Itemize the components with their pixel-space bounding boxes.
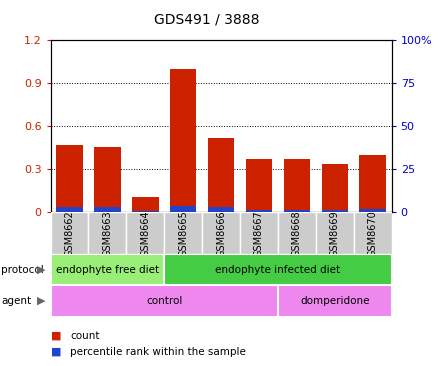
Bar (322, 164, 348, 212)
Bar (284, 158, 310, 212)
FancyBboxPatch shape (51, 212, 88, 254)
Text: count: count (70, 331, 100, 341)
Text: GSM8670: GSM8670 (368, 210, 378, 257)
FancyBboxPatch shape (202, 212, 240, 254)
Bar (94, 147, 121, 212)
Bar (322, 210, 348, 212)
Bar (132, 197, 158, 212)
FancyBboxPatch shape (51, 254, 164, 285)
Bar (208, 138, 235, 212)
Text: GSM8663: GSM8663 (103, 210, 113, 257)
Bar (132, 210, 158, 212)
Text: GSM8667: GSM8667 (254, 210, 264, 257)
FancyBboxPatch shape (278, 212, 316, 254)
Text: GDS491 / 3888: GDS491 / 3888 (154, 13, 260, 27)
Bar (246, 210, 272, 212)
Text: control: control (146, 296, 183, 306)
FancyBboxPatch shape (51, 285, 278, 317)
FancyBboxPatch shape (354, 212, 392, 254)
Bar (56, 207, 83, 212)
FancyBboxPatch shape (278, 285, 392, 317)
FancyBboxPatch shape (164, 212, 202, 254)
Bar (359, 155, 386, 212)
Text: ▶: ▶ (37, 296, 45, 306)
Bar (359, 209, 386, 212)
Bar (56, 145, 83, 212)
Text: GSM8666: GSM8666 (216, 210, 226, 257)
Bar (208, 207, 235, 212)
Text: GSM8665: GSM8665 (178, 210, 188, 257)
Text: GSM8669: GSM8669 (330, 210, 340, 257)
FancyBboxPatch shape (126, 212, 164, 254)
Text: ■: ■ (51, 331, 61, 341)
Text: endophyte free diet: endophyte free diet (56, 265, 159, 275)
Bar (170, 69, 197, 212)
Text: endophyte infected diet: endophyte infected diet (215, 265, 341, 275)
Text: protocol: protocol (1, 265, 44, 275)
Text: GSM8664: GSM8664 (140, 210, 150, 257)
Bar (170, 206, 197, 212)
FancyBboxPatch shape (164, 254, 392, 285)
Text: GSM8668: GSM8668 (292, 210, 302, 257)
Text: domperidone: domperidone (300, 296, 370, 306)
Text: agent: agent (1, 296, 31, 306)
Text: percentile rank within the sample: percentile rank within the sample (70, 347, 246, 357)
Bar (284, 210, 310, 212)
Bar (94, 207, 121, 212)
Bar (246, 159, 272, 212)
FancyBboxPatch shape (316, 212, 354, 254)
Text: GSM8662: GSM8662 (65, 210, 74, 257)
Text: ▶: ▶ (37, 265, 45, 275)
Text: ■: ■ (51, 347, 61, 357)
FancyBboxPatch shape (88, 212, 126, 254)
FancyBboxPatch shape (240, 212, 278, 254)
